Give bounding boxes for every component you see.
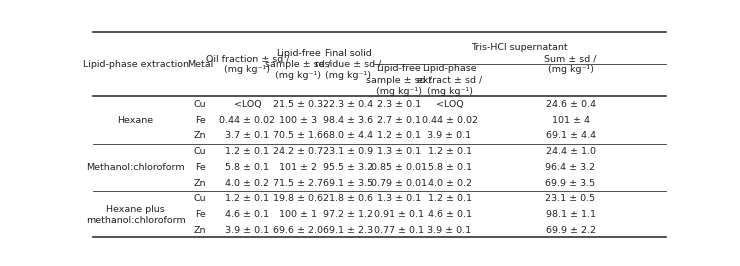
Text: 69.1 ± 2.3: 69.1 ± 2.3 <box>323 226 374 235</box>
Text: Zn: Zn <box>194 179 206 188</box>
Text: 69.1 ± 3.5: 69.1 ± 3.5 <box>323 179 374 188</box>
Text: 97.2 ± 1.2: 97.2 ± 1.2 <box>323 210 373 219</box>
Text: 2.7 ± 0.1: 2.7 ± 0.1 <box>377 116 421 124</box>
Text: 21.5 ± 0.3: 21.5 ± 0.3 <box>273 100 323 109</box>
Text: 21.8 ± 0.6: 21.8 ± 0.6 <box>323 194 373 203</box>
Text: 1.2 ± 0.1: 1.2 ± 0.1 <box>226 147 269 156</box>
Text: Final solid
residue ± sd /
(mg kg⁻¹): Final solid residue ± sd / (mg kg⁻¹) <box>315 49 381 80</box>
Text: Fe: Fe <box>195 163 206 172</box>
Text: 96.4 ± 3.2: 96.4 ± 3.2 <box>545 163 596 172</box>
Text: 0.79 ± 0.01: 0.79 ± 0.01 <box>371 179 427 188</box>
Text: 70.5 ± 1.6: 70.5 ± 1.6 <box>273 131 323 140</box>
Text: 23.1 ± 0.5: 23.1 ± 0.5 <box>545 194 596 203</box>
Text: 0.44 ± 0.02: 0.44 ± 0.02 <box>422 116 477 124</box>
Text: 69.6 ± 2.0: 69.6 ± 2.0 <box>273 226 323 235</box>
Text: 69.9 ± 2.2: 69.9 ± 2.2 <box>545 226 596 235</box>
Text: 0.85 ± 0.01: 0.85 ± 0.01 <box>371 163 427 172</box>
Text: Oil fraction ± sd /
(mg kg⁻¹): Oil fraction ± sd / (mg kg⁻¹) <box>206 54 289 74</box>
Text: 1.2 ± 0.1: 1.2 ± 0.1 <box>428 147 471 156</box>
Text: Zn: Zn <box>194 226 206 235</box>
Text: 4.6 ± 0.1: 4.6 ± 0.1 <box>226 210 269 219</box>
Text: Tris-HCl supernatant: Tris-HCl supernatant <box>471 43 568 52</box>
Text: 68.0 ± 4.4: 68.0 ± 4.4 <box>323 131 373 140</box>
Text: Metal: Metal <box>187 60 213 69</box>
Text: Methanol:chloroform: Methanol:chloroform <box>86 163 185 172</box>
Text: 1.2 ± 0.1: 1.2 ± 0.1 <box>428 194 471 203</box>
Text: Cu: Cu <box>194 100 206 109</box>
Text: 69.1 ± 4.4: 69.1 ± 4.4 <box>545 131 596 140</box>
Text: Lipid-free
sample ± sd /
(mg kg⁻¹): Lipid-free sample ± sd / (mg kg⁻¹) <box>366 64 431 96</box>
Text: 24.4 ± 1.0: 24.4 ± 1.0 <box>545 147 596 156</box>
Text: 69.9 ± 3.5: 69.9 ± 3.5 <box>545 179 596 188</box>
Text: 4.0 ± 0.2: 4.0 ± 0.2 <box>428 179 471 188</box>
Text: 0.77 ± 0.1: 0.77 ± 0.1 <box>374 226 424 235</box>
Text: 71.5 ± 2.7: 71.5 ± 2.7 <box>273 179 323 188</box>
Text: 0.91 ± 0.1: 0.91 ± 0.1 <box>374 210 424 219</box>
Text: Hexane: Hexane <box>118 116 154 124</box>
Text: 100 ± 3: 100 ± 3 <box>279 116 317 124</box>
Text: 4.6 ± 0.1: 4.6 ± 0.1 <box>428 210 471 219</box>
Text: <LOQ: <LOQ <box>436 100 463 109</box>
Text: 5.8 ± 0.1: 5.8 ± 0.1 <box>226 163 269 172</box>
Text: 95.5 ± 3.2: 95.5 ± 3.2 <box>323 163 374 172</box>
Text: 98.1 ± 1.1: 98.1 ± 1.1 <box>545 210 596 219</box>
Text: Hexane plus
methanol:chloroform: Hexane plus methanol:chloroform <box>86 205 186 225</box>
Text: 101 ± 2: 101 ± 2 <box>279 163 317 172</box>
Text: Zn: Zn <box>194 131 206 140</box>
Text: 100 ± 1: 100 ± 1 <box>279 210 317 219</box>
Text: Lipid-phase extraction: Lipid-phase extraction <box>83 60 189 69</box>
Text: <LOQ: <LOQ <box>234 100 261 109</box>
Text: 5.8 ± 0.1: 5.8 ± 0.1 <box>428 163 471 172</box>
Text: 1.2 ± 0.1: 1.2 ± 0.1 <box>226 194 269 203</box>
Text: 22.3 ± 0.4: 22.3 ± 0.4 <box>323 100 374 109</box>
Text: 19.8 ± 0.6: 19.8 ± 0.6 <box>273 194 323 203</box>
Text: 1.3 ± 0.1: 1.3 ± 0.1 <box>377 147 421 156</box>
Text: 4.0 ± 0.2: 4.0 ± 0.2 <box>226 179 269 188</box>
Text: Fe: Fe <box>195 210 206 219</box>
Text: 23.1 ± 0.9: 23.1 ± 0.9 <box>323 147 374 156</box>
Text: 3.9 ± 0.1: 3.9 ± 0.1 <box>428 131 471 140</box>
Text: Fe: Fe <box>195 116 206 124</box>
Text: 24.6 ± 0.4: 24.6 ± 0.4 <box>545 100 596 109</box>
Text: Cu: Cu <box>194 194 206 203</box>
Text: Lipid-free
sample ± sd /
(mg kg⁻¹): Lipid-free sample ± sd / (mg kg⁻¹) <box>265 49 331 80</box>
Text: 3.9 ± 0.1: 3.9 ± 0.1 <box>225 226 269 235</box>
Text: 1.3 ± 0.1: 1.3 ± 0.1 <box>377 194 421 203</box>
Text: Cu: Cu <box>194 147 206 156</box>
Text: 1.2 ± 0.1: 1.2 ± 0.1 <box>377 131 421 140</box>
Text: Lipid-phase
extract ± sd /
(mg kg⁻¹): Lipid-phase extract ± sd / (mg kg⁻¹) <box>417 64 482 96</box>
Text: 3.9 ± 0.1: 3.9 ± 0.1 <box>428 226 471 235</box>
Text: 3.7 ± 0.1: 3.7 ± 0.1 <box>225 131 269 140</box>
Text: 98.4 ± 3.6: 98.4 ± 3.6 <box>323 116 374 124</box>
Text: 2.3 ± 0.1: 2.3 ± 0.1 <box>377 100 421 109</box>
Text: Sum ± sd /
(mg kg⁻¹): Sum ± sd / (mg kg⁻¹) <box>544 54 596 74</box>
Text: 101 ± 4: 101 ± 4 <box>551 116 590 124</box>
Text: 24.2 ± 0.7: 24.2 ± 0.7 <box>273 147 323 156</box>
Text: 0.44 ± 0.02: 0.44 ± 0.02 <box>219 116 275 124</box>
